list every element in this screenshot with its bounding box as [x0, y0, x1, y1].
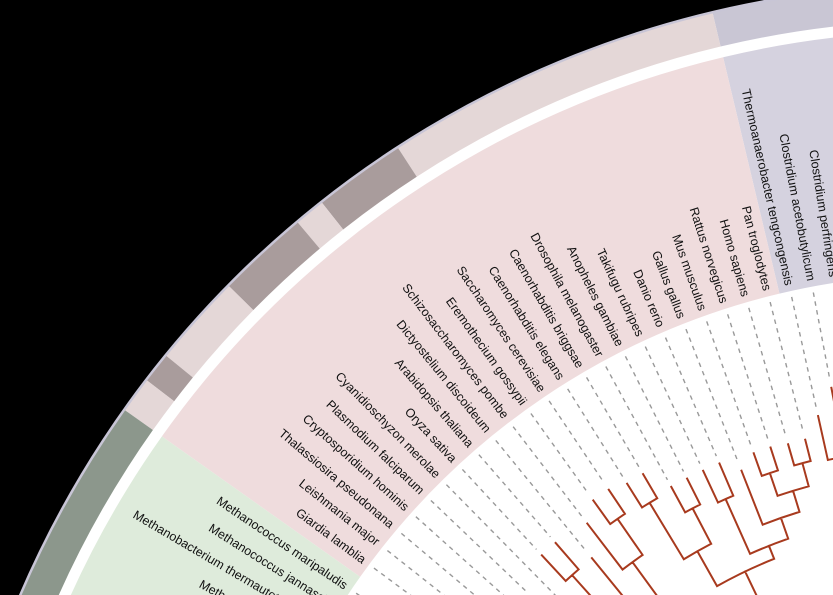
leader-line-10	[624, 355, 685, 472]
phylo-tree-branches	[540, 386, 833, 595]
leader-line-14	[548, 400, 605, 484]
leader-line-3	[769, 301, 804, 433]
leader-line-18	[478, 454, 551, 538]
band-segment-5	[166, 286, 254, 378]
domain-wedge-eukaryota	[161, 57, 780, 577]
domain-wedge-bacteria	[723, 37, 833, 294]
band-segment-0	[712, 0, 833, 47]
leader-line-17	[495, 439, 588, 553]
band-segment-8	[21, 410, 153, 595]
leader-line-4	[748, 307, 787, 437]
leader-line-9	[644, 346, 701, 464]
band-segment-7	[125, 380, 175, 431]
leader-line-5	[726, 314, 769, 441]
band-segment-3	[297, 202, 344, 249]
leader-line-1	[812, 292, 831, 381]
leader-line-6	[706, 321, 752, 446]
leader-line-2	[790, 296, 818, 409]
leader-line-23	[400, 532, 476, 595]
leader-line-8	[664, 337, 717, 457]
leader-line-16	[512, 426, 584, 518]
band-segment-2	[322, 148, 417, 230]
band-segment-4	[229, 222, 320, 311]
leader-line-19	[461, 468, 537, 550]
band-segment-1	[398, 13, 721, 177]
leader-line-22	[415, 516, 505, 595]
band-segment-6	[147, 356, 193, 402]
leader-line-7	[685, 328, 740, 464]
leader-line-21	[430, 499, 529, 594]
leader-line-25	[373, 567, 412, 595]
domain-wedge-archaea	[70, 436, 361, 595]
leader-line-15	[530, 413, 590, 495]
leader-line-11	[605, 366, 669, 481]
